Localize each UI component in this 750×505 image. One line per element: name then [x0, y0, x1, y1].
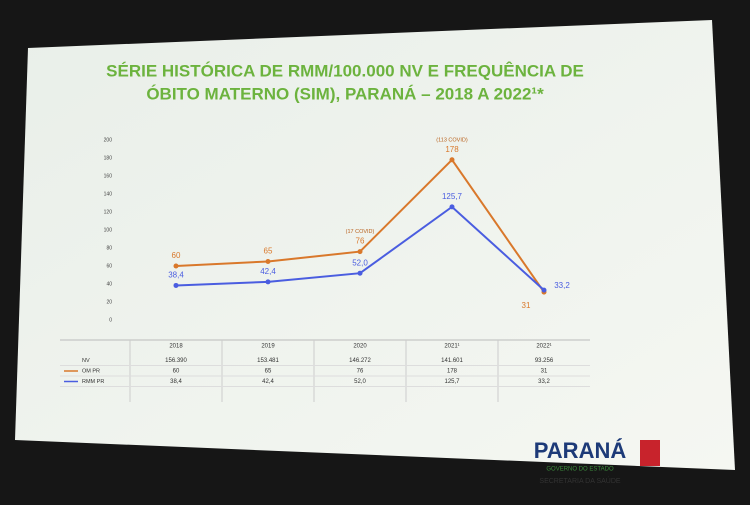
y-tick-label: 80	[106, 245, 112, 251]
y-tick-label: 180	[104, 155, 113, 161]
table-cell: 42,4	[262, 379, 274, 385]
table-cell: 33,2	[538, 379, 550, 385]
data-label: 76	[356, 237, 365, 246]
table-cell: 156.390	[165, 358, 187, 364]
data-label: 31	[522, 301, 531, 310]
legend-label: OM PR	[82, 368, 100, 374]
annotation: (113 COVID)	[436, 137, 468, 143]
data-label: 42,4	[260, 267, 276, 276]
table-cell: 65	[265, 369, 272, 375]
annotation: (17 COVID)	[346, 229, 375, 235]
table-header: 2022¹	[536, 344, 551, 350]
table-cell: 178	[447, 369, 458, 375]
table-cell: 31	[541, 369, 548, 375]
y-tick-label: 100	[104, 227, 113, 233]
chart-title: SÉRIE HISTÓRICA DE RMM/100.000 NV E FREQ…	[106, 61, 584, 80]
table-cell: 93.256	[535, 358, 554, 364]
table-cell: 60	[173, 369, 180, 375]
y-tick-label: 0	[109, 317, 112, 323]
table-cell: 38,4	[170, 379, 182, 385]
data-point	[357, 249, 363, 255]
table-cell: 76	[357, 369, 364, 375]
y-tick-label: 40	[106, 281, 112, 287]
data-label: 33,2	[554, 281, 570, 290]
legend-label: NV	[82, 358, 90, 364]
data-point	[541, 287, 547, 293]
data-label: 178	[445, 145, 459, 154]
table-cell: 146.272	[349, 358, 371, 364]
table-header: 2019	[261, 344, 275, 350]
data-label: 65	[264, 247, 273, 256]
data-point	[265, 279, 271, 285]
logo-department: SECRETARIA DA SAÚDE	[539, 476, 621, 485]
y-tick-label: 160	[104, 173, 113, 179]
table-cell: 141.601	[441, 358, 463, 364]
data-point	[265, 259, 271, 264]
data-point	[449, 157, 455, 163]
chart-subtitle: ÓBITO MATERNO (SIM), PARANÁ – 2018 A 202…	[146, 84, 544, 103]
data-point	[449, 204, 455, 210]
legend-label: RMM PR	[82, 379, 104, 385]
y-tick-label: 60	[106, 263, 112, 269]
logo-shield	[640, 440, 660, 466]
table-header: 2018	[169, 344, 183, 350]
slide	[15, 20, 735, 470]
y-tick-label: 140	[104, 191, 113, 197]
table-cell: 125,7	[444, 379, 460, 385]
data-label: 52,0	[352, 258, 368, 267]
y-tick-label: 120	[104, 209, 113, 215]
data-point	[357, 270, 363, 276]
data-label: 125,7	[442, 192, 463, 201]
y-tick-label: 200	[104, 137, 113, 143]
data-label: 60	[172, 251, 181, 260]
table-cell: 52,0	[354, 379, 366, 385]
table-header: 2020	[353, 344, 367, 350]
logo-brand: PARANÁ	[534, 438, 627, 463]
y-tick-label: 20	[106, 299, 112, 305]
data-point	[173, 263, 179, 269]
data-point	[173, 282, 179, 288]
table-header: 2021¹	[444, 344, 459, 350]
table-cell: 153.481	[257, 358, 279, 364]
data-label: 38,4	[168, 271, 184, 280]
logo-tagline: GOVERNO DO ESTADO	[546, 467, 614, 473]
